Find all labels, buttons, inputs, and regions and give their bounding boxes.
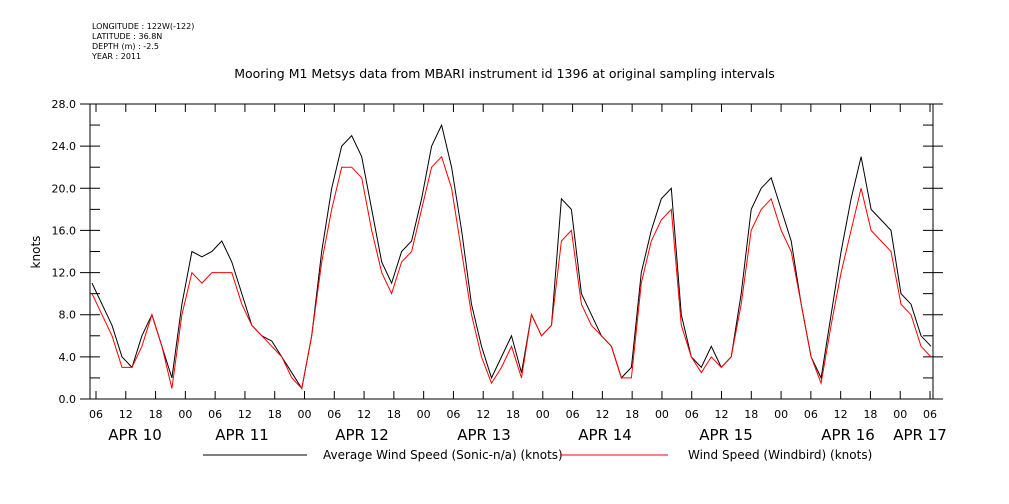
x-tick-label: 18 [268,408,282,421]
x-tick-label: 06 [923,408,937,421]
x-day-label: APR 10 [108,426,162,444]
x-day-label: APR 16 [821,426,875,444]
x-tick-label: 12 [238,408,252,421]
x-tick-label: 00 [655,408,669,421]
y-axis-label: knots [29,236,43,269]
x-tick-label: 06 [804,408,818,421]
x-tick-label: 12 [476,408,490,421]
legend: Average Wind Speed (Sonic-n/a) (knots) W… [203,448,872,462]
x-tick-label: 00 [417,408,431,421]
x-tick-label: 18 [625,408,639,421]
x-tick-label: 18 [387,408,401,421]
y-tick-label: 12.0 [52,267,77,280]
x-tick-label: 18 [744,408,758,421]
x-tick-label: 06 [208,408,222,421]
y-tick-label: 24.0 [52,140,77,153]
x-tick-label: 00 [536,408,550,421]
x-day-label: APR 13 [457,426,511,444]
x-tick-label: 06 [446,408,460,421]
x-tick-label: 18 [149,408,163,421]
y-tick-label: 20.0 [52,182,77,195]
y-axis: 0.0 4.0 8.0 12.0 16.0 20.0 24.0 28.0 [52,98,943,406]
x-day-label: APR 14 [578,426,632,444]
x-tick-label: 18 [506,408,520,421]
y-tick-label: 4.0 [59,351,77,364]
x-day-label: APR 12 [335,426,389,444]
x-tick-label: 00 [298,408,312,421]
legend-label-sonic: Average Wind Speed (Sonic-n/a) (knots) [323,448,563,462]
chart-title: Mooring M1 Metsys data from MBARI instru… [234,66,775,81]
latitude-label: LATITUDE : 36.8N [92,32,163,41]
y-tick-label: 28.0 [52,98,77,111]
x-tick-label: 06 [89,408,103,421]
series-line-windbird [91,155,932,390]
x-tick-label: 12 [834,408,848,421]
metadata-block: LONGITUDE : 122W(-122) LATITUDE : 36.8N … [92,22,194,62]
y-tick-label: 16.0 [52,224,77,237]
depth-label: DEPTH (m) : -2.5 [92,42,159,51]
x-tick-label: 12 [595,408,609,421]
x-tick-label: 12 [357,408,371,421]
x-tick-label: 18 [863,408,877,421]
x-day-label: APR 17 [893,426,947,444]
x-tick-label: 00 [178,408,192,421]
legend-label-windbird: Wind Speed (Windbird) (knots) [688,448,872,462]
year-label: YEAR : 2011 [92,52,142,61]
x-day-label: APR 15 [699,426,753,444]
series-line-sonic [91,123,932,390]
plot-frame [89,103,934,400]
x-tick-label: 12 [119,408,133,421]
y-tick-label: 8.0 [59,309,77,322]
series-group [91,123,932,390]
x-tick-label: 06 [566,408,580,421]
x-axis: 06 12 18 00 06 12 18 00 06 12 18 00 06 12 18 00 06 12 18 00… [89,104,947,444]
longitude-label: LONGITUDE : 122W(-122) [92,22,195,31]
y-tick-label: 0.0 [59,393,77,406]
x-day-label: APR 11 [215,426,269,444]
x-tick-label: 06 [327,408,341,421]
x-tick-label: 00 [893,408,907,421]
x-tick-label: 12 [715,408,729,421]
x-tick-label: 00 [774,408,788,421]
x-tick-label: 06 [685,408,699,421]
